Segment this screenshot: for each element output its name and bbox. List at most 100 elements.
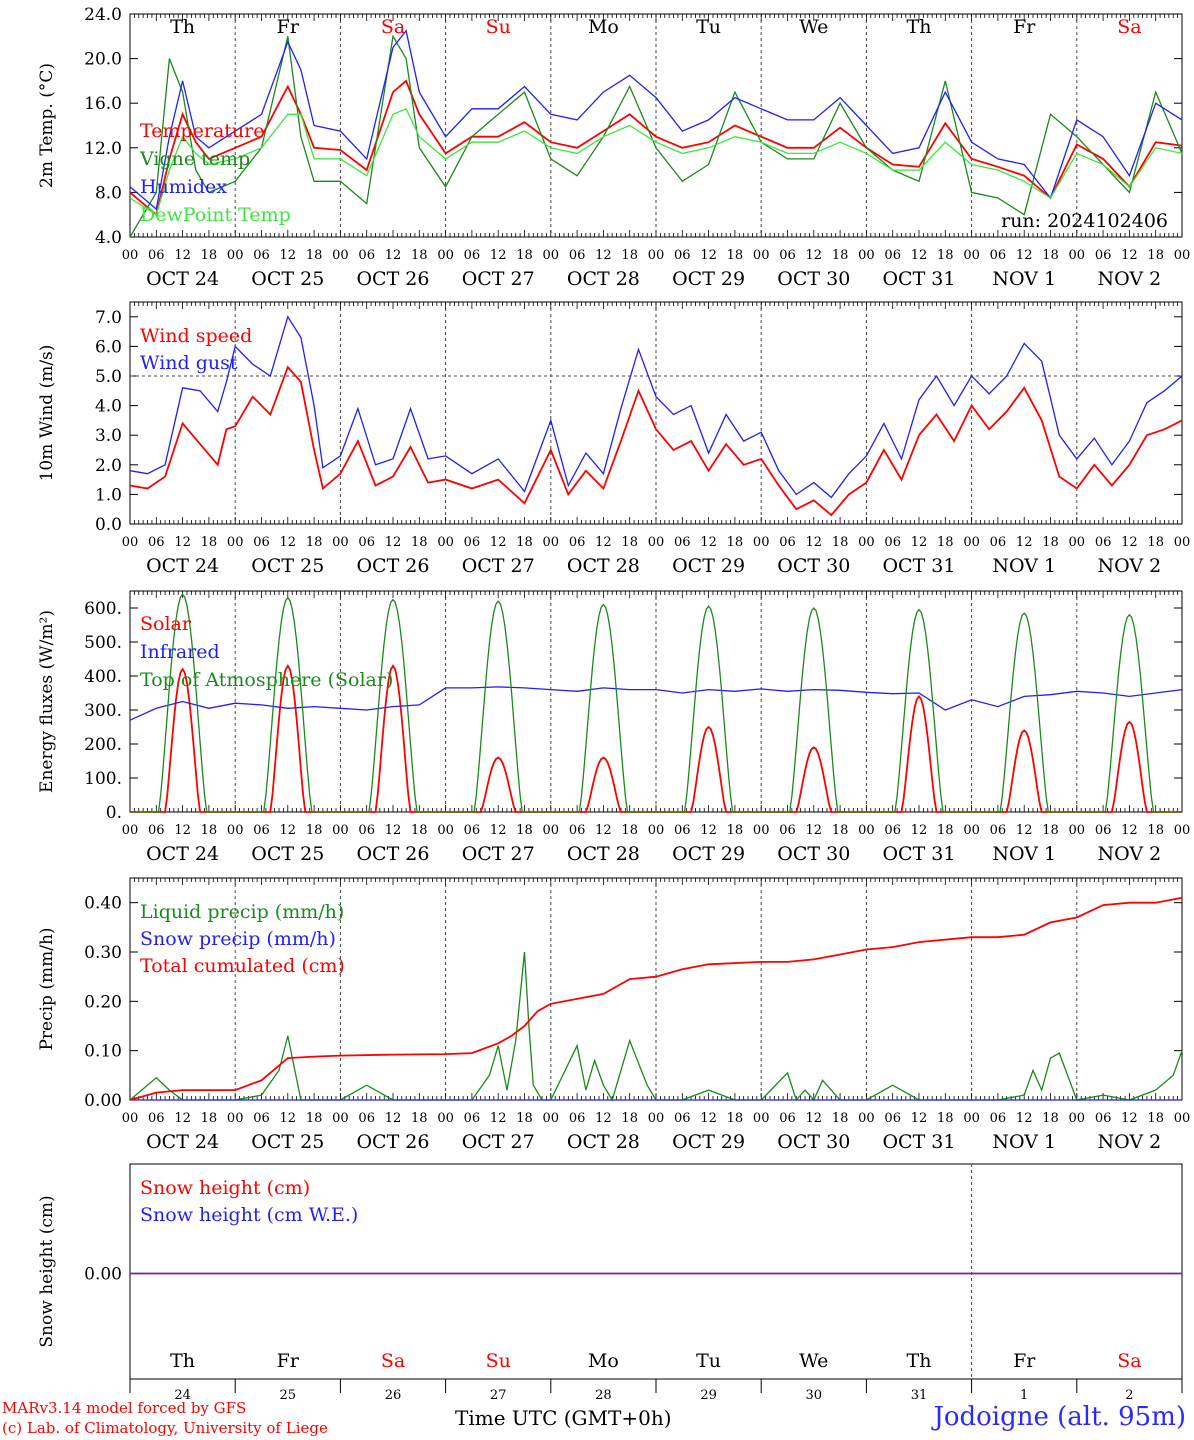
date-label: OCT 26 [356,1131,429,1153]
hour-tick-label: 18 [937,248,954,263]
hour-tick-label: 12 [490,248,507,263]
y-tick-label: 20.0 [84,50,122,70]
hour-tick-label: 18 [621,823,638,838]
day-number-label: 2 [1125,1388,1133,1403]
panel-energy: 0. 100. 200. 300. 400. 500. 600. Energy fluxes … [37,590,1190,865]
hour-tick-label: 12 [595,248,612,263]
date-label: NOV 1 [992,268,1056,290]
y-tick-label: 0.00 [84,1265,122,1285]
hour-tick-label: 12 [1121,248,1138,263]
series-line [129,79,1183,217]
hour-tick-label: 06 [884,248,901,263]
y-tick-label: 100. [84,769,122,789]
y-tick-label: 4.0 [95,397,122,417]
panel-precip: 0.00 0.10 0.20 0.30 0.40 Precip (mm/h) Liquid … [37,877,1190,1153]
hour-tick-label: 18 [1042,248,1059,263]
legend-entry: Snow precip (mm/h) [140,928,336,950]
hour-tick-label: 12 [1016,823,1033,838]
run-label: run: 2024102406 [1001,210,1168,232]
date-label: OCT 30 [777,268,850,290]
date-label: NOV 2 [1098,555,1162,577]
day-number-label: 24 [174,1388,191,1403]
hour-tick-label: 12 [1016,535,1033,550]
day-number-label: 27 [490,1388,507,1403]
date-label: OCT 29 [672,555,745,577]
day-label: Tu [696,16,721,38]
hour-tick-label: 00 [437,1111,454,1126]
hour-tick-label: 06 [990,248,1007,263]
hour-tick-label: 12 [385,823,402,838]
y-tick-label: 0.10 [84,1042,122,1062]
hour-tick-label: 12 [174,823,191,838]
hour-tick-label: 00 [543,1111,560,1126]
hour-tick-label: 18 [1147,535,1164,550]
date-label: OCT 26 [356,268,429,290]
date-label: OCT 24 [146,555,219,577]
y-tick-label: 16.0 [84,94,122,114]
hour-tick-label: 06 [1095,248,1112,263]
day-label: Sa [381,1350,405,1372]
hour-tick-label: 06 [569,248,586,263]
date-label: NOV 1 [992,1131,1056,1153]
hour-tick-label: 18 [516,248,533,263]
date-label: OCT 27 [462,843,535,865]
hour-tick-label: 06 [464,1111,481,1126]
date-label: OCT 31 [882,843,955,865]
hour-tick-label: 12 [595,535,612,550]
hour-tick-label: 00 [753,1111,770,1126]
y-tick-label: 1.0 [95,485,122,505]
hour-tick-label: 00 [122,823,139,838]
y-axis-label: Snow height (cm) [37,1195,57,1347]
day-label: Mo [588,16,619,38]
hour-tick-label: 18 [1147,823,1164,838]
hour-tick-label: 06 [884,1111,901,1126]
hour-tick-label: 18 [727,248,744,263]
hour-tick-label: 06 [253,823,270,838]
hour-tick-label: 00 [227,823,244,838]
hour-tick-label: 18 [1042,823,1059,838]
hour-tick-label: 06 [464,823,481,838]
date-label: OCT 30 [777,1131,850,1153]
date-label: OCT 29 [672,1131,745,1153]
y-tick-label: 5.0 [95,367,122,387]
series-line [129,896,1183,1101]
series-line [129,365,1183,517]
hour-tick-label: 06 [464,535,481,550]
hour-tick-label: 12 [806,248,823,263]
hour-tick-label: 18 [727,1111,744,1126]
y-tick-label: 4.0 [95,228,122,248]
day-number-label: 1 [1020,1388,1028,1403]
hour-tick-label: 00 [1174,535,1191,550]
hour-tick-label: 12 [1016,248,1033,263]
hour-tick-label: 00 [227,535,244,550]
date-label: OCT 28 [567,555,640,577]
hour-tick-label: 18 [1147,248,1164,263]
hour-tick-label: 18 [516,1111,533,1126]
legend-entry: Snow height (cm W.E.) [140,1204,358,1226]
y-tick-label: 0.40 [84,894,122,914]
legend-entry: Snow height (cm) [140,1177,310,1199]
hour-tick-label: 00 [437,823,454,838]
legend-entry: Wind speed [140,325,252,347]
hour-tick-label: 18 [832,535,849,550]
hour-tick-label: 00 [122,535,139,550]
legend-entry: Infrared [140,641,220,663]
hour-tick-label: 18 [411,1111,428,1126]
day-label: Tu [696,1350,721,1372]
hour-tick-label: 06 [990,1111,1007,1126]
hour-tick-label: 12 [806,823,823,838]
y-tick-label: 300. [84,701,122,721]
hour-tick-label: 00 [543,248,560,263]
hour-tick-label: 06 [569,535,586,550]
date-label: NOV 2 [1098,1131,1162,1153]
day-number-label: 25 [280,1388,297,1403]
hour-tick-label: 12 [911,248,928,263]
hour-tick-label: 12 [174,535,191,550]
hour-tick-label: 06 [674,535,691,550]
date-label: OCT 28 [567,1131,640,1153]
day-number-label: 31 [911,1388,928,1403]
hour-tick-label: 00 [437,248,454,263]
hour-tick-label: 00 [437,535,454,550]
hour-tick-label: 06 [148,1111,165,1126]
series-line [129,315,1183,499]
